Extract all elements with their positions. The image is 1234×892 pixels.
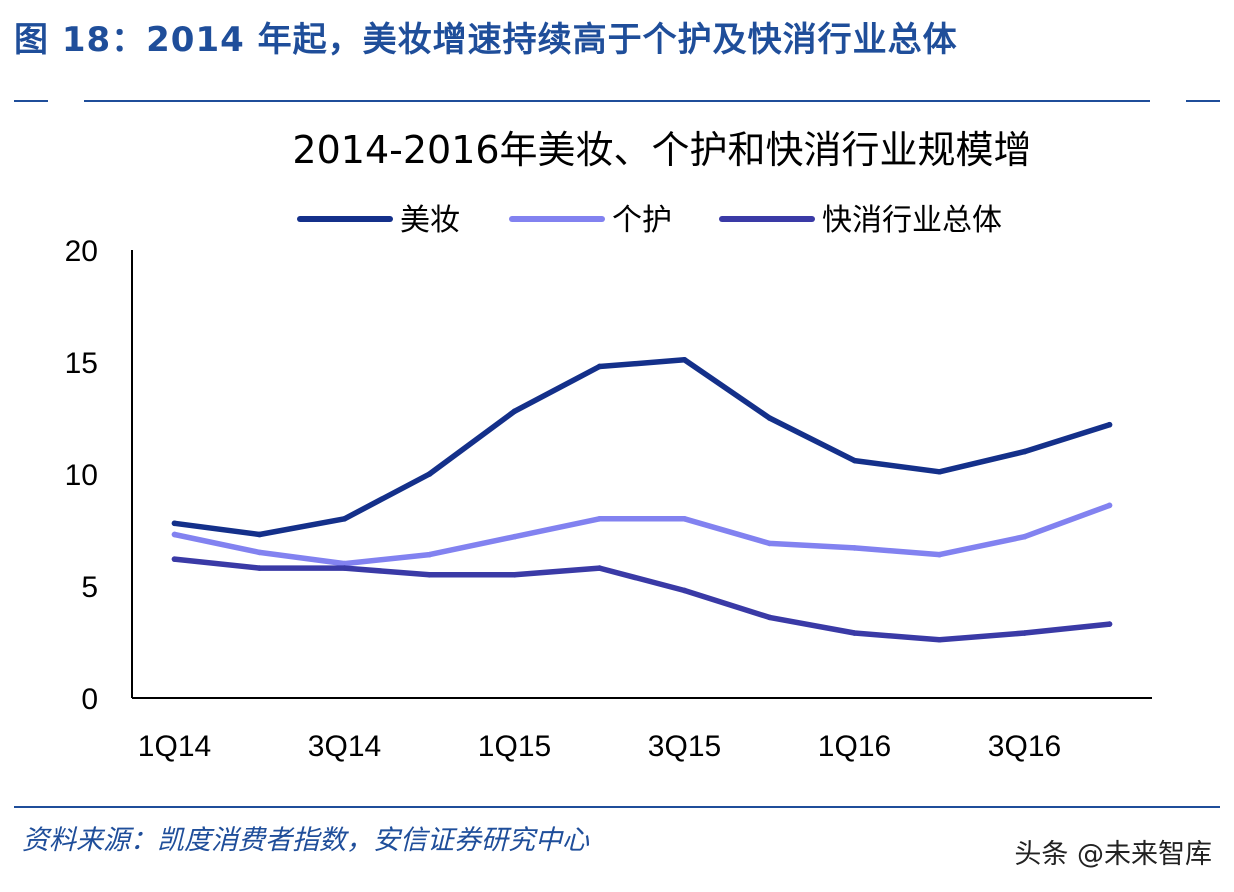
data-point bbox=[426, 551, 433, 558]
data-point bbox=[256, 531, 263, 538]
series-line-3 bbox=[171, 556, 1113, 643]
chart-title: 2014-2016年美妆、个护和快消行业规模增 bbox=[292, 128, 1031, 172]
data-point bbox=[1021, 630, 1028, 636]
data-point bbox=[766, 614, 773, 621]
x-tick-label: 1Q16 bbox=[818, 730, 891, 763]
data-point bbox=[596, 363, 603, 370]
data-point bbox=[171, 520, 178, 527]
source-note: 资料来源：凯度消费者指数，安信证券研究中心 bbox=[22, 825, 589, 856]
data-point bbox=[341, 560, 348, 567]
data-point bbox=[341, 565, 348, 571]
data-point bbox=[426, 471, 433, 477]
series-lines bbox=[171, 356, 1113, 643]
legend-label: 个护 bbox=[612, 203, 672, 238]
data-point bbox=[1021, 448, 1028, 455]
data-point bbox=[256, 549, 263, 556]
data-point bbox=[596, 516, 603, 522]
x-tick-label: 3Q15 bbox=[648, 730, 721, 763]
x-tick-label: 1Q15 bbox=[478, 730, 551, 763]
x-tick-label: 3Q14 bbox=[308, 730, 381, 763]
data-point bbox=[766, 415, 773, 421]
data-point bbox=[851, 630, 858, 636]
data-point bbox=[681, 356, 688, 363]
y-tick-label: 5 bbox=[81, 571, 98, 604]
x-tick-label: 1Q14 bbox=[138, 730, 211, 763]
y-tick-label: 10 bbox=[65, 459, 98, 492]
data-point bbox=[341, 516, 348, 522]
data-point bbox=[256, 565, 263, 571]
legend: 美妆 个护 快消行业总体 bbox=[297, 203, 1002, 238]
data-point bbox=[171, 531, 178, 538]
data-point bbox=[936, 468, 943, 475]
data-point bbox=[1021, 533, 1028, 540]
data-point bbox=[766, 540, 773, 547]
axes: 0 5 10 15 20 1Q14 3Q14 1Q15 3Q15 1Q16 3Q16 bbox=[65, 235, 1152, 763]
y-tick-label: 20 bbox=[65, 235, 98, 268]
series-line-2 bbox=[171, 502, 1113, 567]
data-point bbox=[851, 457, 858, 464]
data-point bbox=[1106, 502, 1113, 509]
data-point bbox=[426, 572, 433, 578]
y-tick-label: 15 bbox=[65, 347, 98, 380]
data-point bbox=[511, 572, 518, 578]
data-point bbox=[1106, 421, 1113, 428]
data-point bbox=[511, 533, 518, 540]
legend-label: 美妆 bbox=[400, 203, 460, 238]
data-point bbox=[936, 551, 943, 558]
data-point bbox=[511, 408, 518, 415]
data-point bbox=[681, 516, 688, 522]
bottom-rule bbox=[14, 806, 1220, 808]
data-point bbox=[851, 545, 858, 551]
data-point bbox=[1106, 621, 1113, 627]
x-tick-label: 3Q16 bbox=[988, 730, 1061, 763]
watermark: 头条 @未来智库 bbox=[1014, 839, 1212, 870]
legend-label: 快消行业总体 bbox=[822, 203, 1002, 238]
data-point bbox=[936, 636, 943, 643]
data-point bbox=[681, 587, 688, 594]
data-point bbox=[171, 556, 178, 562]
y-tick-label: 0 bbox=[81, 683, 98, 716]
series-line-1 bbox=[171, 357, 1113, 538]
data-point bbox=[596, 565, 603, 571]
top-rule bbox=[14, 98, 1220, 104]
figure-title: 图 18：2014 年起，美妆增速持续高于个护及快消行业总体 bbox=[14, 20, 958, 60]
